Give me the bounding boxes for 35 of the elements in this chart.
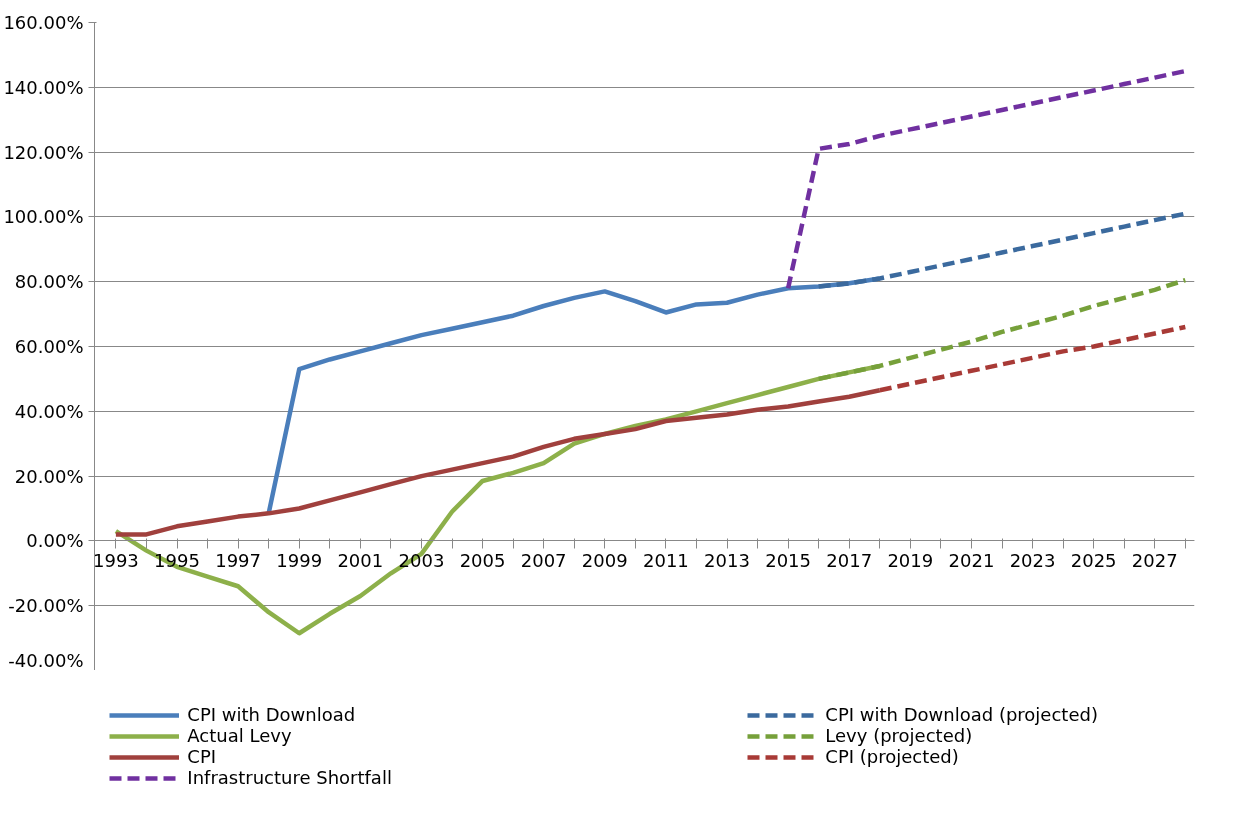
x-tick-label: 2023 (1009, 549, 1056, 571)
y-tick-label: 60.00% (14, 336, 84, 357)
legend-label: CPI with Download (187, 704, 357, 725)
x-tick-label: 1993 (92, 549, 139, 571)
y-tick-label: 80.00% (14, 271, 84, 293)
y-tick-label: 140.00% (3, 76, 84, 98)
x-tick-label: 2013 (704, 549, 750, 571)
y-tick-label: 40.00% (14, 400, 84, 422)
y-tick-label: 20.00% (14, 465, 84, 487)
x-tick-label: 2027 (1131, 549, 1178, 571)
x-tick-label: 2011 (642, 549, 689, 571)
x-tick-label: 2007 (520, 549, 567, 571)
y-tick-label: -40.00% (8, 649, 84, 671)
line-series (816, 277, 1188, 382)
y-tick-label: 100.00% (3, 206, 84, 228)
x-tick-label: 2009 (581, 549, 628, 571)
x-tick-label: 2005 (459, 549, 506, 571)
y-tick-label: 0.00% (26, 530, 84, 552)
legend-label: Levy (projected) (825, 725, 974, 746)
legend-label: CPI with Download (projected) (825, 704, 1099, 725)
x-tick-label: 2001 (337, 549, 384, 571)
legend-label: Infrastructure Shortfall (187, 767, 393, 788)
y-tick-label: 120.00% (3, 141, 84, 163)
x-tick-label: 1997 (215, 549, 262, 571)
x-tick-label: 1999 (276, 549, 323, 571)
y-tick-label: -20.00% (8, 595, 84, 617)
x-tick-label: 2021 (948, 549, 995, 571)
legend-label: CPI (projected) (825, 746, 960, 767)
y-tick-label: 160.00% (3, 12, 84, 33)
x-tick-label: 2015 (765, 549, 812, 571)
x-tick-label: 2025 (1070, 549, 1117, 571)
x-tick-label: 2019 (887, 549, 934, 571)
legend-label: Actual Levy (187, 725, 293, 746)
legend-label: CPI (187, 746, 218, 767)
x-tick-label: 2017 (826, 549, 873, 571)
